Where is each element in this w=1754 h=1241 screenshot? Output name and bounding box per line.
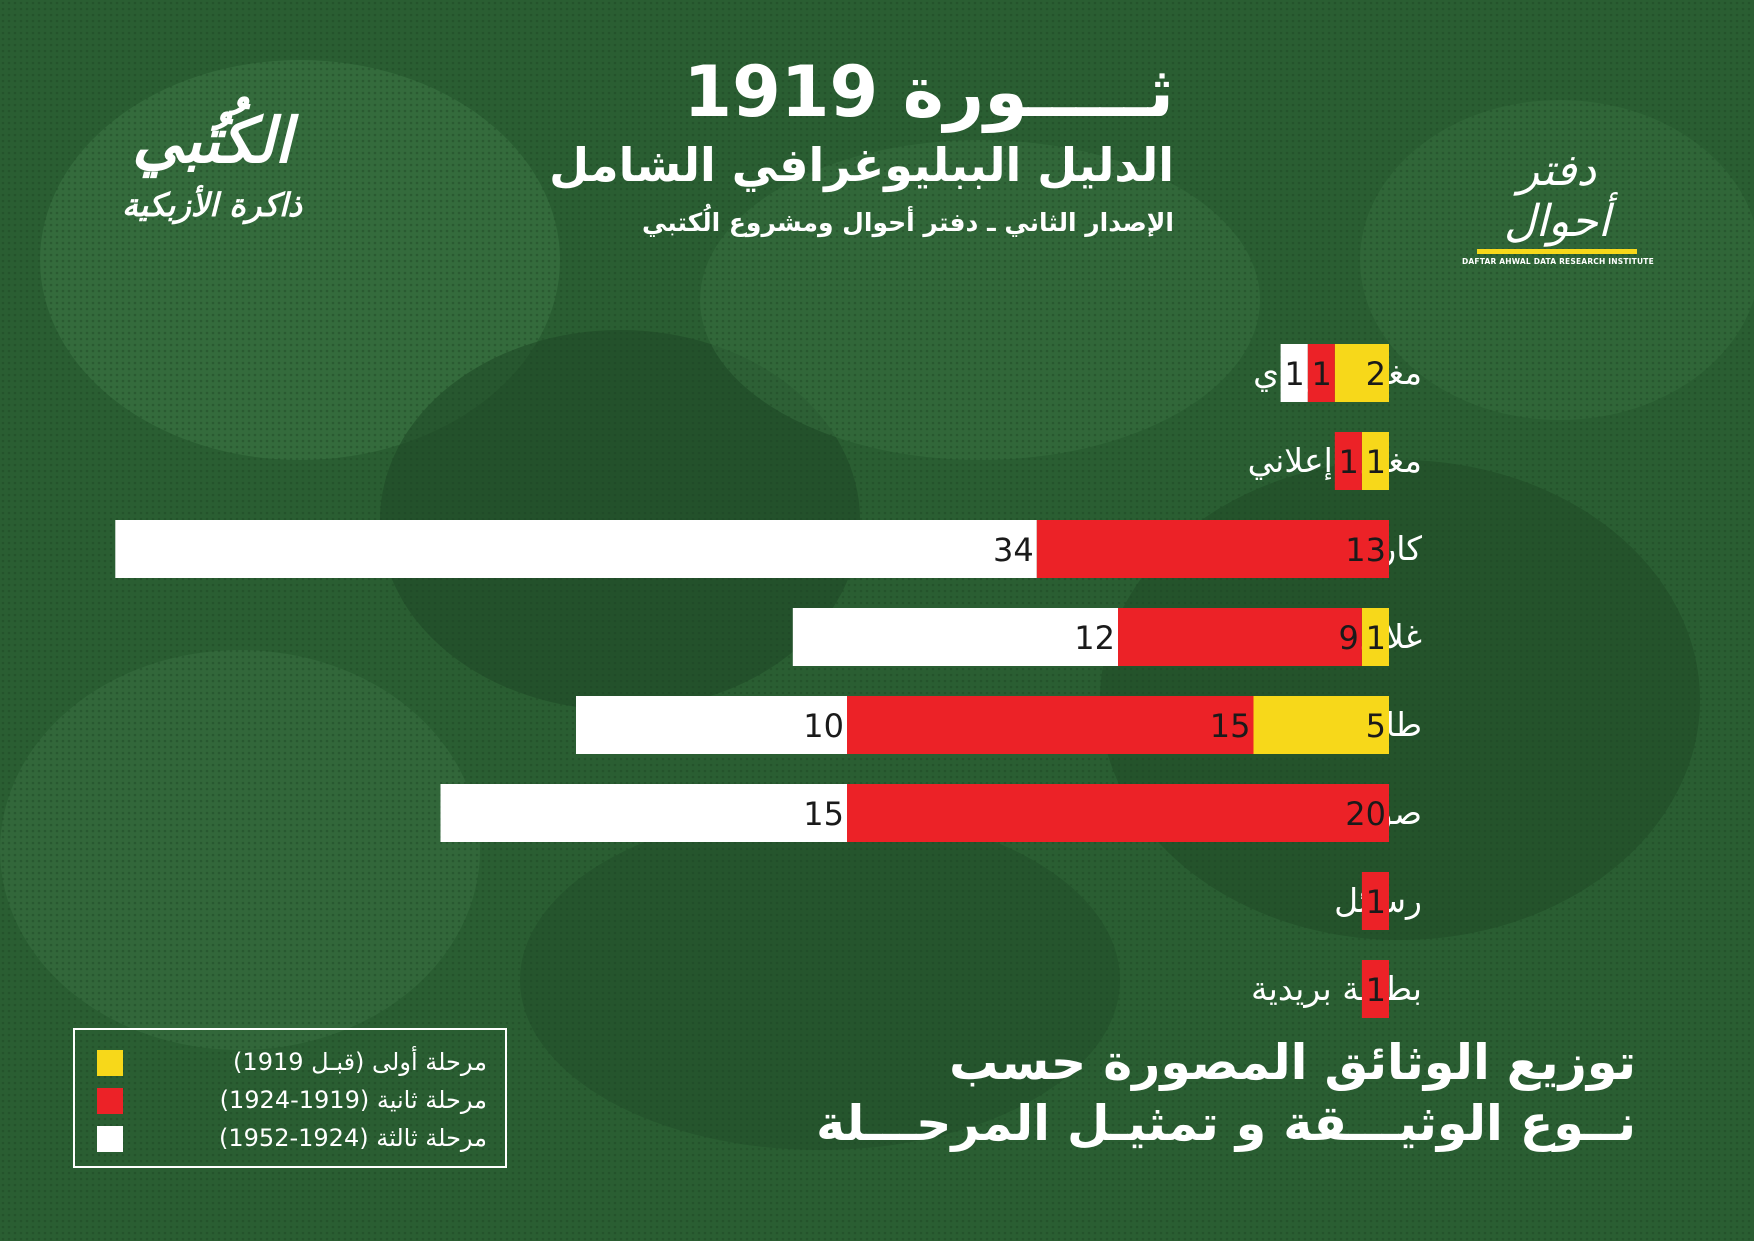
bar-segment-stage1: [1361, 608, 1389, 666]
bar-value-label: 1: [1311, 355, 1331, 393]
bar-segment-stage2: [1036, 520, 1389, 578]
bar-value-label: 1: [1366, 443, 1386, 481]
bar-segment-stage3: [1280, 344, 1308, 402]
legend-swatch-stage3: [97, 1126, 123, 1152]
bar-segment-stage1: [1334, 344, 1389, 402]
bar-value-label: 34: [993, 531, 1034, 569]
legend-item-stage2: مرحلة ثانية (1919-1924): [97, 1086, 487, 1116]
daftar-ahwal-logo-english: DAFTAR AHWAL DATA RESEARCH INSTITUTE: [1462, 257, 1654, 266]
page-subtitle: الدليل الببليوغرافي الشامل: [549, 138, 1174, 192]
bar-segment-stage3: [115, 520, 1037, 578]
legend-item-stage3: مرحلة ثالثة (1924-1952): [97, 1124, 487, 1154]
bar-value-label: 1: [1339, 443, 1359, 481]
bar-segment-stage2: [1334, 432, 1362, 490]
bar-value-label: 13: [1345, 531, 1386, 569]
bar-segment-stage3: [576, 696, 847, 754]
legend-item-stage1: مرحلة أولى (قبـل 1919): [97, 1048, 487, 1078]
bar-value-label: 15: [803, 795, 844, 833]
bar-value-label: 1: [1366, 619, 1386, 657]
kotoby-logo-name: الكُتُبي: [132, 104, 292, 177]
bar-value-label: 1: [1366, 883, 1386, 921]
bar-value-label: 20: [1345, 795, 1386, 833]
bar-segment-stage2: [847, 784, 1389, 842]
legend-label-stage2: مرحلة ثانية (1919-1924): [219, 1086, 487, 1114]
page-title: ثـــــورة 1919: [683, 51, 1174, 133]
edition-note: الإصدار الثاني ـ دفتر أحوال ومشروع الُكت…: [641, 208, 1174, 237]
bar-value-label: 2: [1366, 355, 1386, 393]
legend-label-stage3: مرحلة ثالثة (1924-1952): [219, 1124, 487, 1152]
bar-value-label: 5: [1366, 707, 1386, 745]
chart-caption: توزيع الوثائق المصورة حسب نــوع الوثيـــ…: [736, 1032, 1636, 1155]
bar-segment-stage2: [1118, 608, 1362, 666]
bar-value-label: 10: [803, 707, 844, 745]
logo-underline: [1477, 249, 1637, 254]
bar-value-label: 1: [1366, 971, 1386, 1009]
bar-segment-stage2: [1361, 872, 1389, 930]
kotoby-logo: الكُتُبي ذاكرة الأزبكية: [112, 104, 312, 225]
category-label: بطاقة بريدية: [1251, 969, 1422, 1008]
legend-swatch-stage2: [97, 1088, 123, 1114]
bar-segment-stage2: [847, 696, 1254, 754]
page-header: ثـــــورة 1919 الدليل الببليوغرافي الشام…: [549, 50, 1174, 237]
legend-swatch-stage1: [97, 1050, 123, 1076]
bar-segment-stage3: [792, 608, 1118, 666]
bar-value-label: 1: [1284, 355, 1304, 393]
bar-value-label: 9: [1339, 619, 1359, 657]
daftar-ahwal-logo-arabic: دفتر أحوال: [1503, 145, 1611, 247]
bar-value-label: 12: [1074, 619, 1115, 657]
bar-segment-stage2: [1307, 344, 1335, 402]
kotoby-logo-tagline: ذاكرة الأزبكية: [122, 186, 302, 224]
bar-segment-stage1: [1253, 696, 1389, 754]
category-label: مغلف إعلاني: [1248, 441, 1422, 481]
bar-segment-stage2: [1361, 960, 1389, 1018]
chart-caption-line1: توزيع الوثائق المصورة حسب: [949, 1034, 1636, 1091]
chart-caption-line2: نــوع الوثيـــقة و تمثيـل المرحـــلة: [816, 1095, 1636, 1153]
bar-value-label: 15: [1210, 707, 1251, 745]
chart-legend: مرحلة أولى (قبـل 1919) مرحلة ثانية (1919…: [73, 1028, 507, 1168]
bar-segment-stage1: [1361, 432, 1389, 490]
daftar-ahwal-logo: دفتر أحوال DAFTAR AHWAL DATA RESEARCH IN…: [1462, 145, 1654, 266]
legend-label-stage1: مرحلة أولى (قبـل 1919): [233, 1048, 487, 1076]
bar-segment-stage3: [440, 784, 847, 842]
